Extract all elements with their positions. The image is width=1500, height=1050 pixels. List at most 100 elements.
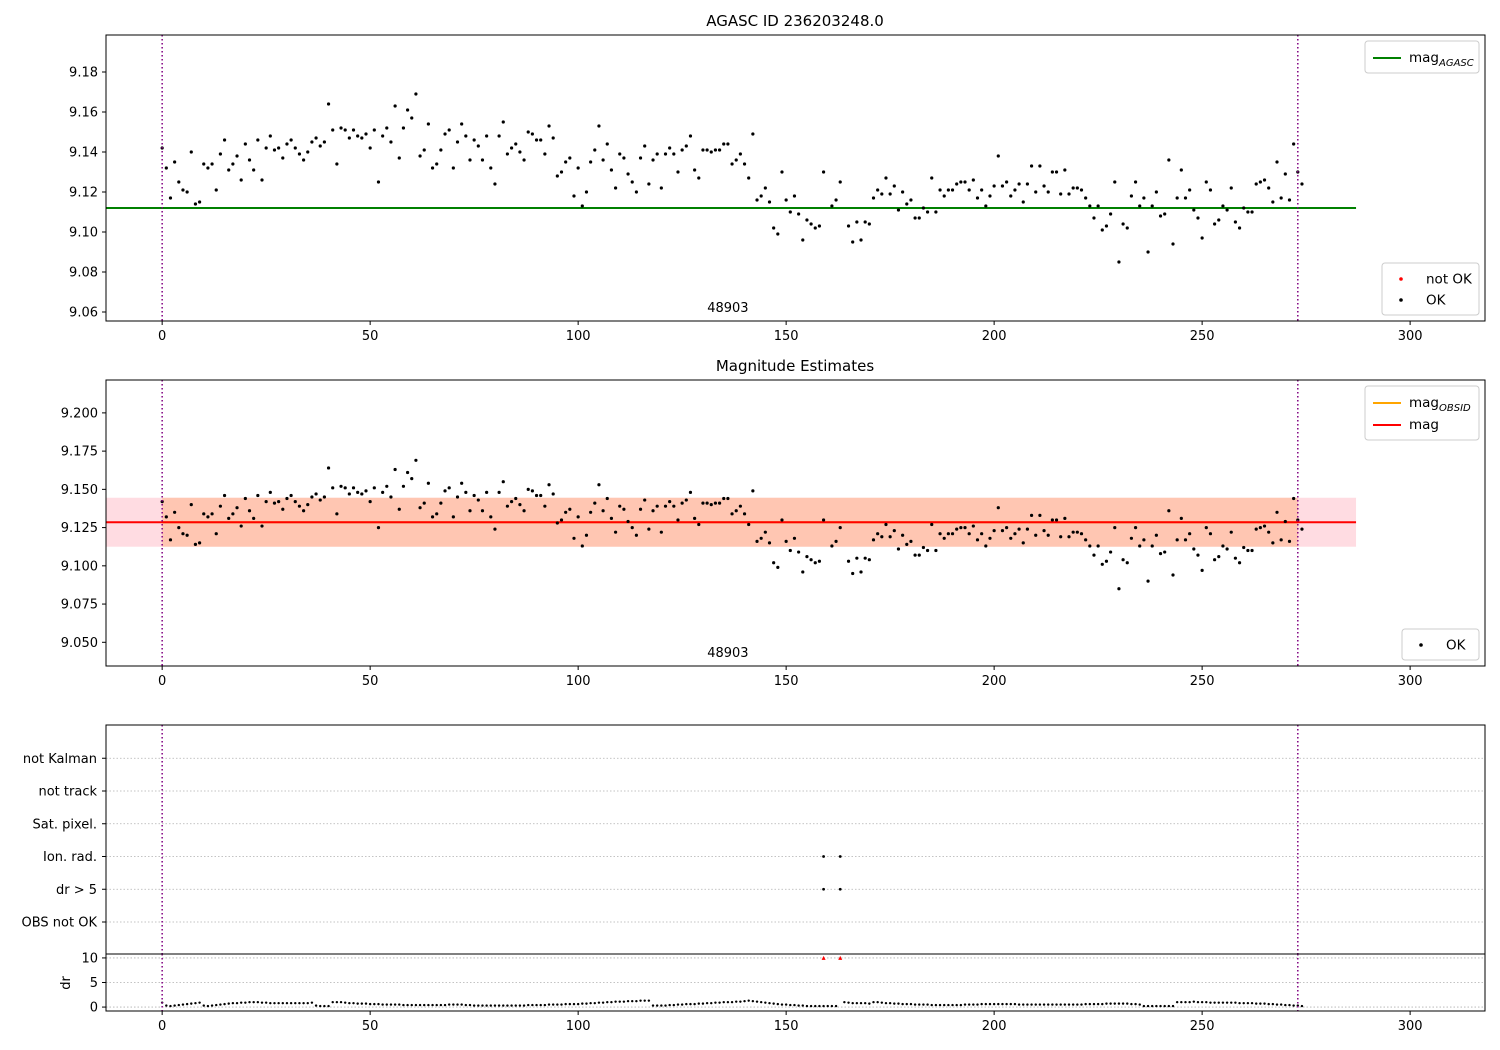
dr-point [497,1004,501,1007]
dr-point [1284,1003,1287,1007]
dr-point [485,1004,488,1007]
data-point-ok [1283,172,1287,176]
data-point-ok [177,525,181,530]
data-point-ok [1208,532,1213,536]
data-point-ok [1000,184,1005,188]
data-point-ok [168,196,173,200]
data-point-ok [260,178,264,182]
dr-point [1155,1004,1158,1008]
data-point-ok [297,504,302,508]
dr-point [626,999,630,1003]
data-point-ok [701,501,705,505]
data-point-ok [1138,204,1142,208]
dr-point [260,1001,264,1004]
dr-point [868,1002,871,1005]
data-point-ok [214,532,218,536]
dr-point [423,1003,426,1007]
data-point-ok [331,486,335,490]
data-point-ok [405,108,410,112]
data-point-ok [1175,538,1179,542]
dr-point [872,1000,875,1004]
data-point-ok [576,515,580,519]
data-point-ok [464,134,468,138]
flag-category-label: Sat. pixel. [33,817,97,832]
data-point-ok [1279,538,1283,542]
dr-point [439,1003,443,1007]
data-point-ok [1017,182,1021,186]
axes-frame [105,34,1486,322]
data-point-ok [493,527,497,531]
data-point-ok [1292,496,1296,501]
data-point-ok [634,190,638,194]
data-point-ok [792,536,797,540]
dr-point [1288,1003,1291,1007]
data-point-ok [476,144,480,148]
data-point-ok [622,156,626,160]
data-point-ok [959,180,963,184]
data-point-ok [917,216,921,220]
data-point-ok [247,509,252,513]
y-tick-label: 0 [90,1001,98,1016]
dr-point [1259,1002,1262,1005]
dr-point [181,1003,185,1006]
data-point-ok [256,493,260,498]
dr-point [855,1001,859,1005]
data-point-ok [210,512,214,516]
data-point-ok [1196,216,1200,220]
legend-label: OK [1446,638,1467,654]
dr-point [1059,1003,1062,1006]
dr-point [543,1003,547,1007]
data-point-ok [643,498,647,502]
dr-point [772,1002,775,1005]
data-point-ok [376,180,381,184]
data-point-ok [626,172,630,176]
dr-point [385,1003,388,1006]
data-point-ok [468,158,472,162]
legend-label: not OK [1426,272,1473,288]
dr-point [793,1003,796,1007]
data-point-ok [838,525,842,530]
data-point-ok [896,547,901,551]
data-point-ok [1154,190,1158,194]
panel-flags: OBS not OK dr > 5 Ion. rad. Sat. pixel. not … [22,724,1486,955]
data-point-ok [443,489,447,493]
data-point-ok [518,150,522,154]
data-point-ok [805,218,809,222]
data-point-ok [892,529,896,533]
dr-point [685,1002,688,1006]
data-point-ok [293,499,297,504]
dr-point [1221,1001,1225,1004]
dr-point [539,1003,542,1007]
y-tick-label: 9.100 [61,559,98,574]
dr-point [1005,1002,1008,1006]
data-point-ok [580,544,584,548]
panel-dr-ylabel: dr [59,976,74,990]
data-point-ok [1258,525,1262,530]
data-point-ok [1150,544,1154,548]
dr-point [1109,1002,1112,1005]
data-point-ok [1213,558,1217,562]
data-point-ok [339,484,343,488]
data-point-ok [534,493,539,498]
data-point-ok [285,142,289,146]
data-point-ok [1163,550,1167,554]
data-point-ok [1100,228,1104,232]
dr-point [1047,1003,1050,1006]
data-point-ok [992,529,996,533]
data-point-ok [655,504,659,508]
data-point-ok [930,522,934,527]
data-point-ok [555,521,559,525]
data-point-ok [1246,548,1250,553]
data-point-ok [181,532,185,536]
data-point-ok [1146,579,1150,583]
axes-frame [105,379,1486,667]
dr-point [1246,1001,1250,1005]
data-point-ok [1279,196,1283,200]
dr-point [477,1004,480,1007]
data-point-ok [376,525,381,530]
obsid-label: 48903 [707,646,748,661]
data-point-ok [871,538,876,542]
flag-point [838,855,842,858]
data-point-ok [426,122,430,126]
data-point-ok [268,490,272,495]
